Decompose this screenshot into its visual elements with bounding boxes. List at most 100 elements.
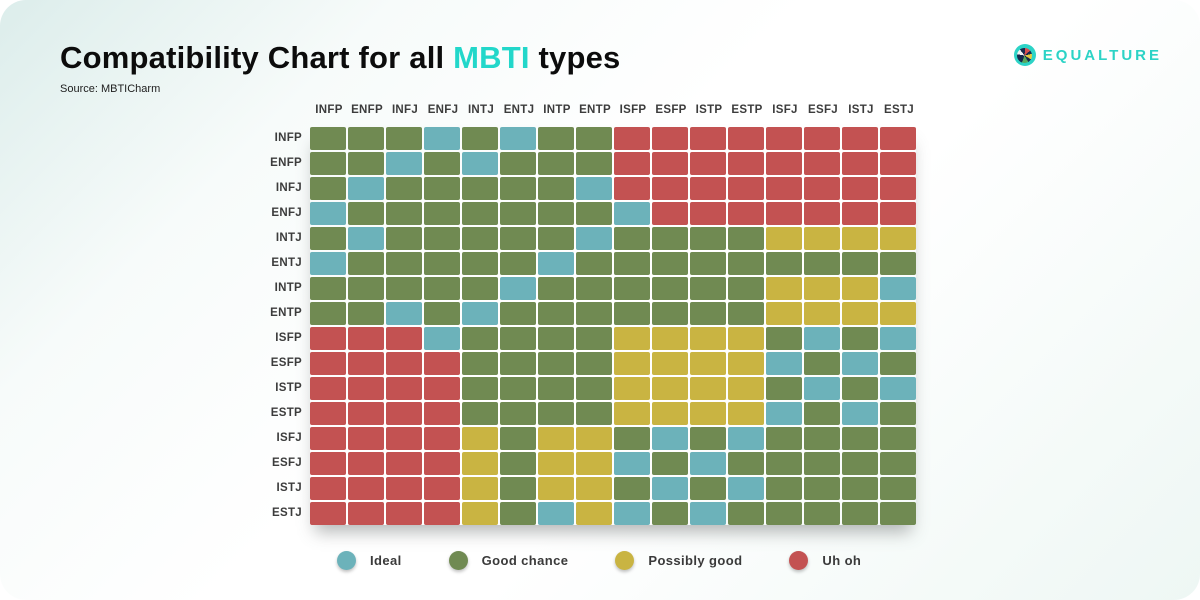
matrix-cell (386, 377, 422, 400)
matrix-cell (728, 327, 764, 350)
matrix-cell (652, 452, 688, 475)
source-text: Source: MBTICharm (60, 82, 161, 95)
matrix-cell (462, 227, 498, 250)
matrix-cell (614, 427, 650, 450)
matrix-cell (766, 277, 802, 300)
matrix-cell (804, 352, 840, 375)
matrix-cell (766, 302, 802, 325)
compatibility-matrix (310, 127, 916, 525)
legend-label: Possibly good (648, 553, 743, 568)
matrix-cell (652, 352, 688, 375)
matrix-cell (614, 152, 650, 175)
matrix-cell (652, 227, 688, 250)
matrix-cell (386, 177, 422, 200)
matrix-cell (348, 127, 384, 150)
matrix-cell (348, 227, 384, 250)
matrix-cell (804, 302, 840, 325)
matrix-cell (652, 502, 688, 525)
matrix-cell (310, 127, 346, 150)
matrix-cell (538, 452, 574, 475)
matrix-cell (614, 127, 650, 150)
matrix-cell (728, 127, 764, 150)
matrix-cell (690, 127, 726, 150)
matrix-cell (386, 227, 422, 250)
matrix-cell (310, 327, 346, 350)
matrix-cell (386, 402, 422, 425)
matrix-cell (462, 427, 498, 450)
matrix-cell (424, 402, 460, 425)
matrix-cell (310, 502, 346, 525)
row-label: ISTJ (276, 482, 302, 494)
legend-swatch (615, 551, 635, 570)
matrix-cell (804, 177, 840, 200)
legend-swatch (337, 551, 356, 570)
matrix-cell (842, 477, 878, 500)
matrix-cell (614, 177, 650, 200)
matrix-cell (424, 277, 460, 300)
matrix-cell (804, 277, 840, 300)
matrix-cell (614, 277, 650, 300)
matrix-cell (880, 302, 916, 325)
matrix-cell (652, 127, 688, 150)
matrix-cell (652, 427, 688, 450)
matrix-cell (576, 227, 612, 250)
matrix-cell (462, 402, 498, 425)
matrix-cell (842, 427, 878, 450)
matrix-cell (766, 377, 802, 400)
matrix-cell (386, 477, 422, 500)
matrix-cell (500, 402, 536, 425)
matrix-cell (538, 302, 574, 325)
matrix-cell (348, 377, 384, 400)
legend-item-uh-oh: Uh oh (789, 551, 861, 570)
matrix-cell (576, 277, 612, 300)
matrix-cell (386, 327, 422, 350)
matrix-cell (652, 152, 688, 175)
matrix-cell (842, 352, 878, 375)
matrix-cell (766, 177, 802, 200)
column-header: INTJ (467, 104, 495, 116)
matrix-cell (348, 502, 384, 525)
matrix-cell (614, 502, 650, 525)
matrix-cell (310, 452, 346, 475)
matrix-cell (614, 477, 650, 500)
matrix-cell (348, 302, 384, 325)
matrix-cell (690, 502, 726, 525)
header: Compatibility Chart for all MBTI types S… (60, 40, 621, 95)
matrix-cell (462, 127, 498, 150)
matrix-cell (728, 352, 764, 375)
column-header: INFP (315, 104, 343, 116)
legend-item-possibly-good: Possibly good (615, 551, 742, 570)
matrix-cell (842, 327, 878, 350)
matrix-cell (310, 202, 346, 225)
matrix-cell (880, 427, 916, 450)
matrix-cell (538, 277, 574, 300)
matrix-cell (462, 252, 498, 275)
matrix-cell (386, 202, 422, 225)
matrix-cell (880, 452, 916, 475)
matrix-cell (462, 327, 498, 350)
matrix-cell (690, 427, 726, 450)
matrix-cell (424, 477, 460, 500)
matrix-cell (652, 402, 688, 425)
matrix-cell (538, 402, 574, 425)
matrix-cell (690, 277, 726, 300)
column-header: INTP (543, 104, 571, 116)
row-label: ESTJ (272, 507, 302, 519)
matrix-cell (804, 427, 840, 450)
matrix-cell (728, 302, 764, 325)
matrix-cell (500, 277, 536, 300)
row-label: ISTP (275, 382, 302, 394)
matrix-cell (500, 302, 536, 325)
matrix-cell (804, 402, 840, 425)
matrix-cell (500, 202, 536, 225)
legend-label: Ideal (370, 553, 402, 568)
matrix-cell (538, 252, 574, 275)
matrix-cell (880, 402, 916, 425)
pinwheel-icon (1017, 47, 1033, 63)
matrix-cell (424, 227, 460, 250)
matrix-cell (500, 177, 536, 200)
row-label: ESFP (270, 357, 302, 369)
matrix-cell (310, 227, 346, 250)
matrix-cell (500, 452, 536, 475)
matrix-cell (728, 202, 764, 225)
